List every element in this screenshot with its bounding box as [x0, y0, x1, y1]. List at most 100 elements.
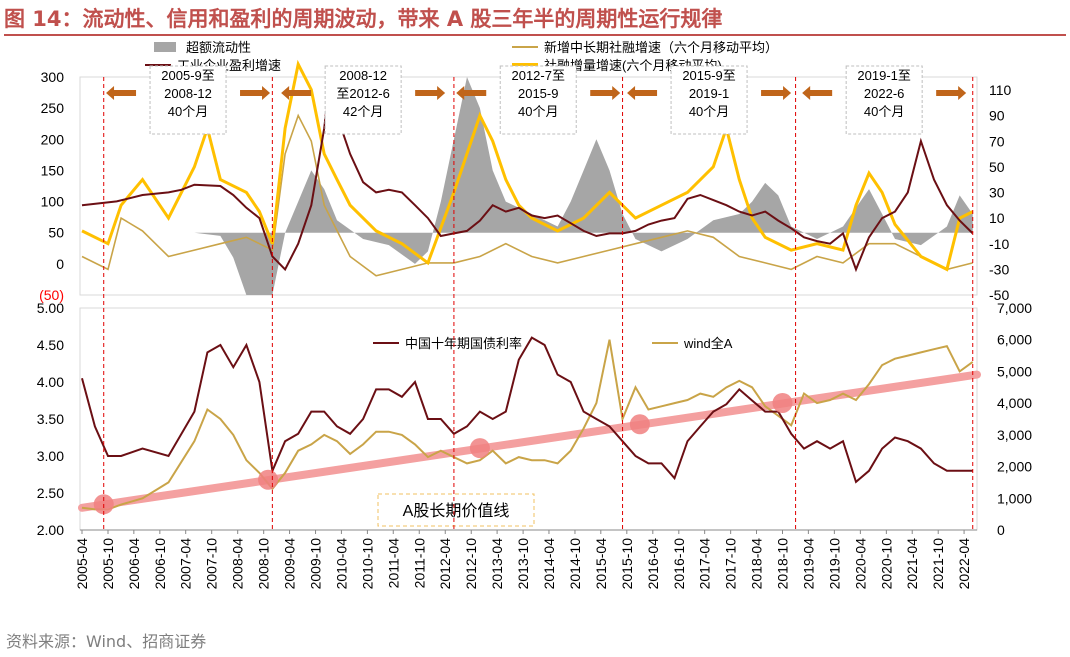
- bottom-right-tick-label: 2,000: [997, 459, 1032, 475]
- cycle-arrow-left: [281, 86, 312, 100]
- bottom-left-tick-label: 2.00: [37, 522, 64, 538]
- bottom-left-tick-label: 5.00: [37, 300, 64, 316]
- x-tick-label: 2010-10: [359, 538, 375, 590]
- cycle-label-line: 42个月: [343, 104, 383, 119]
- x-tick-label: 2007-10: [204, 538, 220, 590]
- top-right-tick-label: 30: [989, 185, 1005, 201]
- x-tick-label: 2012-10: [463, 538, 479, 590]
- cycle-arrow-right: [936, 86, 967, 100]
- top-left-tick-label: 250: [41, 100, 65, 116]
- marks-layer: A股长期价值线: [77, 59, 981, 527]
- cycle-arrow-left: [627, 86, 658, 100]
- cycle-label-line: 2022-6: [864, 86, 904, 101]
- legend-wind-all-a-label: wind全A: [683, 336, 733, 351]
- top-left-tick-label: 50: [48, 225, 64, 241]
- wind-all-a-line: [81, 339, 974, 511]
- cycle-label-box: [149, 65, 227, 135]
- cycle-label-line: 40个月: [518, 104, 558, 119]
- bottom-right-tick-label: 5,000: [997, 363, 1032, 379]
- x-tick-label: 2006-10: [152, 538, 168, 590]
- x-tick-label: 2009-04: [282, 538, 298, 590]
- bottom-right-tick-label: 4,000: [997, 395, 1032, 411]
- x-tick-label: 2012-04: [437, 538, 453, 590]
- cycle-label-line: 2008-12: [164, 86, 212, 101]
- bottom-left-tick-label: 3.50: [37, 411, 64, 427]
- x-tick-label: 2020-10: [878, 538, 894, 590]
- cycle-arrow-right: [590, 86, 621, 100]
- cycle-annotations: 2005-9至 2008-12 40个月 2008-12 至2012-6 42个月 2012…: [103, 65, 974, 530]
- x-tick-label: 2009-10: [308, 538, 324, 590]
- x-tick-label: 2010-04: [333, 538, 349, 590]
- cycle-label-line: 2012-7至: [511, 68, 564, 83]
- cycle-label-box: [324, 65, 402, 135]
- source-note: 资料来源：Wind、招商证券: [6, 632, 207, 651]
- cycle-label-line: 40个月: [864, 104, 904, 119]
- bottom-axis-labels: 5.00 4.50 4.00 3.50 3.00 2.50 2.00 7,000 6,000 5,…: [37, 300, 1032, 538]
- cycle-annotation: 2012-7至 2015-9 40个月: [456, 65, 621, 135]
- value-touch-point: [469, 438, 490, 459]
- legend-excess-liquidity-label: 超额流动性: [186, 40, 251, 55]
- legend-excess-liquidity: 超额流动性: [154, 40, 251, 55]
- cycle-label-box: [670, 65, 748, 135]
- cycle-label-line: 2019-1至: [857, 68, 910, 83]
- top-right-tick-label: -10: [989, 236, 1009, 252]
- x-tick-label: 2016-10: [671, 538, 687, 590]
- value-line-label: A股长期价值线: [377, 493, 535, 527]
- bottom-left-tick-label: 3.00: [37, 448, 64, 464]
- cycle-label-line: 40个月: [689, 104, 729, 119]
- bottom-left-tick-label: 4.00: [37, 374, 64, 390]
- value-touch-point: [629, 414, 650, 435]
- x-tick-label: 2017-10: [723, 538, 739, 590]
- value-touch-point: [258, 469, 279, 490]
- x-tick-label: 2008-04: [230, 538, 246, 590]
- value-trend-line: [77, 370, 981, 512]
- cycle-label-box: [499, 65, 577, 135]
- x-tick-label: 2013-04: [489, 538, 505, 590]
- cycle-label-line: 至2012-6: [336, 86, 389, 101]
- cycle-arrow-left: [456, 86, 487, 100]
- top-left-tick-label: (50): [39, 287, 64, 303]
- x-tick-label: 2019-10: [826, 538, 842, 590]
- top-left-tick-label: 100: [41, 194, 65, 210]
- x-tick-label: 2013-10: [515, 538, 531, 590]
- top-right-tick-label: 10: [989, 210, 1005, 226]
- bottom-right-tick-label: 3,000: [997, 427, 1032, 443]
- bottom-left-tick-label: 2.50: [37, 485, 64, 501]
- top-right-tick-label: -50: [989, 287, 1009, 303]
- cycle-label-line: 2015-9: [518, 86, 558, 101]
- x-tick-label: 2022-04: [956, 538, 972, 590]
- x-tick-label: 2006-04: [126, 538, 142, 590]
- cycle-arrow-right: [240, 86, 271, 100]
- top-left-tick-label: 200: [41, 131, 65, 147]
- value-touch-point: [772, 392, 793, 413]
- bottom-right-tick-label: 0: [997, 522, 1005, 538]
- x-tick-label: 2018-04: [749, 538, 765, 590]
- top-left-tick-label: 0: [56, 256, 64, 272]
- top-left-tick-label: 300: [41, 69, 65, 85]
- x-tick-label: 2014-04: [541, 538, 557, 590]
- x-axis-labels: 2005-04 2005-10 2006-04 2006-10 2007-04 2007-…: [74, 529, 977, 590]
- cycle-label-line: 2005-9至: [161, 68, 214, 83]
- social-financing-line: [81, 59, 974, 272]
- legend-wind-all-a: wind全A: [652, 336, 733, 351]
- x-tick-label: 2008-10: [256, 538, 272, 590]
- top-right-tick-label: 50: [989, 159, 1005, 175]
- x-tick-label: 2005-10: [100, 538, 116, 590]
- top-right-tick-label: 70: [989, 133, 1005, 149]
- x-tick-label: 2007-04: [178, 538, 194, 590]
- legend-bond-yield: 中国十年期国债利率: [373, 336, 522, 351]
- x-tick-label: 2011-10: [411, 538, 427, 589]
- x-tick-label: 2017-04: [697, 538, 713, 590]
- x-tick-label: 2021-10: [930, 538, 946, 590]
- cycle-label-line: 2008-12: [339, 68, 387, 83]
- x-tick-label: 2016-04: [645, 538, 661, 590]
- cycle-label-line: 40个月: [168, 104, 208, 119]
- cycle-annotation: 2008-12 至2012-6 42个月: [281, 65, 446, 135]
- chart-area: A股长期价值线 300250200150100500(50)1109070503…: [37, 40, 1032, 590]
- top-right-tick-label: -30: [989, 261, 1009, 277]
- cycle-arrow-left: [802, 86, 833, 100]
- x-tick-label: 2019-04: [800, 538, 816, 590]
- bottom-right-tick-label: 1,000: [997, 490, 1032, 506]
- top-axis-labels: 300 250 200 150 100 50 0 (50) 110 90 70 50 30 10 -10 -3…: [39, 69, 1011, 303]
- x-tick-label: 2005-04: [74, 538, 90, 590]
